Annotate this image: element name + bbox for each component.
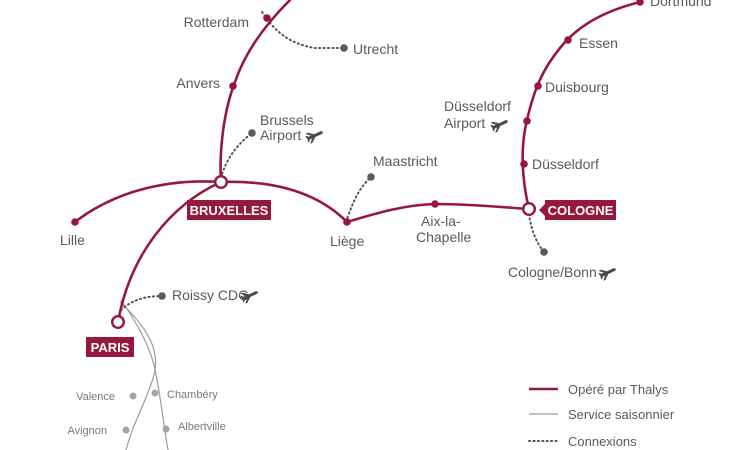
line-bruxelles-liege bbox=[219, 180, 349, 224]
airplane-icon bbox=[304, 126, 326, 145]
label-aix-line2: Chapelle bbox=[416, 229, 471, 245]
label-liege: Liège bbox=[330, 233, 364, 249]
label-utrecht: Utrecht bbox=[353, 41, 398, 57]
station-dot-valence bbox=[129, 392, 137, 400]
hub-labels: BRUXELLES COLOGNE PARIS bbox=[86, 200, 616, 357]
station-dot-roissy bbox=[158, 292, 166, 300]
connection-maastricht bbox=[345, 176, 372, 223]
hub-box-cologne-pointer bbox=[539, 204, 545, 216]
line-bruxelles-lille bbox=[73, 180, 223, 224]
legend-label-connections: Connexions bbox=[568, 434, 637, 449]
label-maastricht: Maastricht bbox=[373, 153, 438, 169]
hub-box-bruxelles bbox=[187, 200, 271, 220]
station-dot-dusseldorf bbox=[520, 160, 528, 168]
station-dot-anvers bbox=[229, 82, 237, 90]
connection-brussels-airport bbox=[220, 132, 253, 179]
station-dot-utrecht bbox=[340, 44, 348, 52]
station-dot-essen bbox=[564, 36, 572, 44]
label-roissy: Roissy CDG bbox=[172, 287, 249, 303]
legend-label-thalys: Opéré par Thalys bbox=[568, 382, 669, 397]
line-cologne-dortmund bbox=[521, 0, 642, 211]
label-brussels-airport-line1: Brussels bbox=[260, 112, 314, 128]
hub-circle-bruxelles bbox=[213, 174, 228, 189]
station-dot-brussels-airport bbox=[248, 129, 256, 137]
station-dot-albertville bbox=[162, 425, 170, 433]
connection-lines bbox=[120, 11, 545, 311]
airplane-icon bbox=[597, 263, 619, 282]
hub-label-cologne: COLOGNE bbox=[548, 203, 614, 218]
connection-utrecht bbox=[261, 11, 345, 49]
label-dortmund: Dortmund bbox=[650, 0, 711, 9]
label-dusseldorf: Düsseldorf bbox=[532, 156, 599, 172]
station-dot-avignon bbox=[122, 426, 130, 434]
station-dot-cologne-bonn bbox=[540, 248, 548, 256]
label-albertville: Albertville bbox=[178, 421, 226, 433]
hub-box-cologne bbox=[545, 200, 616, 220]
station-dot-chambery bbox=[151, 389, 159, 397]
label-lille: Lille bbox=[60, 232, 85, 248]
airplane-icon bbox=[489, 115, 511, 134]
label-avignon: Avignon bbox=[67, 425, 107, 437]
station-dot-rotterdam bbox=[263, 14, 271, 22]
line-bruxelles-rotterdam bbox=[219, 0, 292, 184]
hub-label-paris: PARIS bbox=[91, 340, 130, 355]
station-dots bbox=[71, 0, 644, 434]
hub-box-paris bbox=[86, 337, 134, 357]
seasonal-lines bbox=[119, 299, 169, 450]
station-dot-aix bbox=[431, 200, 439, 208]
label-cologne-bonn: Cologne/Bonn bbox=[508, 264, 597, 280]
label-valence: Valence bbox=[76, 391, 115, 403]
station-dot-maastricht bbox=[367, 173, 375, 181]
label-rotterdam: Rotterdam bbox=[184, 14, 249, 30]
station-dot-dortmund bbox=[636, 0, 644, 6]
line-bruxelles-paris bbox=[116, 180, 223, 324]
station-dot-dusseldorf-airport bbox=[523, 117, 531, 125]
hub-circle-cologne bbox=[522, 201, 537, 216]
label-duisbourg: Duisbourg bbox=[545, 79, 609, 95]
label-anvers: Anvers bbox=[176, 75, 220, 91]
legend-label-seasonal: Service saisonnier bbox=[568, 407, 675, 422]
station-dot-lille bbox=[71, 218, 79, 226]
label-aix-line1: Aix-la- bbox=[421, 213, 461, 229]
label-essen: Essen bbox=[579, 35, 618, 51]
seasonal-line-west bbox=[119, 301, 157, 450]
label-dusseldorf-airport-line2: Airport bbox=[444, 115, 485, 131]
connection-cologne-bonn bbox=[528, 213, 545, 253]
connection-roissy bbox=[120, 295, 163, 311]
station-dot-liege bbox=[343, 218, 351, 226]
seasonal-line-east bbox=[120, 299, 169, 450]
station-labels: Rotterdam Utrecht Anvers Brussels Airpor… bbox=[60, 0, 711, 437]
hub-circle-paris bbox=[110, 315, 125, 330]
hub-label-bruxelles: BRUXELLES bbox=[190, 203, 269, 218]
label-dusseldorf-airport-line1: Düsseldorf bbox=[444, 98, 511, 114]
label-chambery: Chambéry bbox=[167, 389, 218, 401]
station-dot-duisbourg bbox=[534, 82, 542, 90]
legend: Opéré par Thalys Service saisonnier Conn… bbox=[528, 382, 675, 449]
label-brussels-airport-line2: Airport bbox=[260, 127, 301, 143]
